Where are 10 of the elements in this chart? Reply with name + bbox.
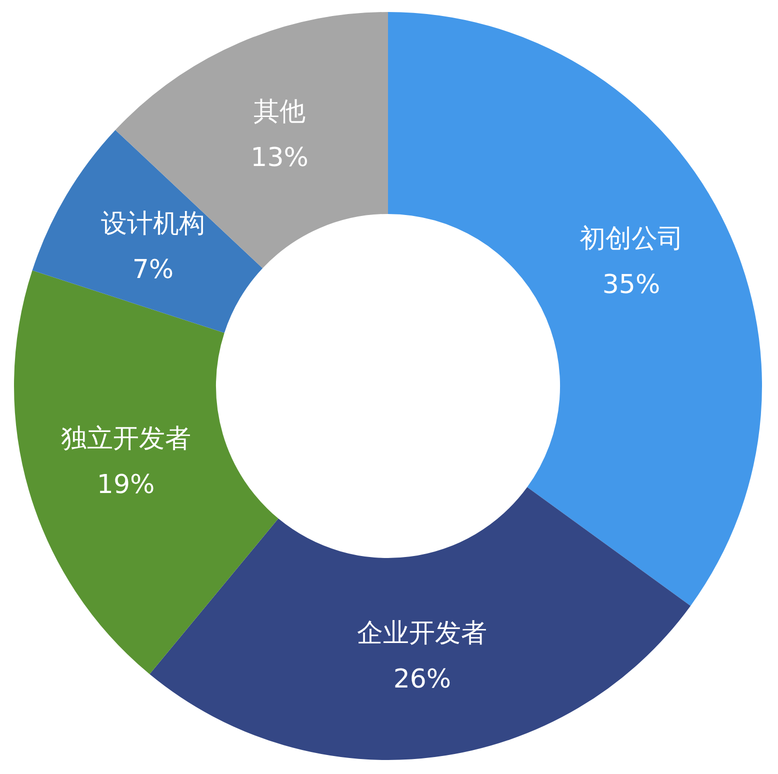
data-label: 13% xyxy=(250,143,308,174)
slice-label: 企业开发者 xyxy=(357,618,488,649)
data-label: 35% xyxy=(602,270,660,300)
slice-label: 设计机构 xyxy=(101,208,205,239)
data-label: 19% xyxy=(96,470,155,500)
slice-label: 其他 xyxy=(254,97,306,128)
data-label: 26% xyxy=(393,664,452,695)
data-label: 7% xyxy=(132,254,174,285)
slice-label: 初创公司 xyxy=(579,224,684,254)
slice-label: 独立开发者 xyxy=(60,424,191,454)
